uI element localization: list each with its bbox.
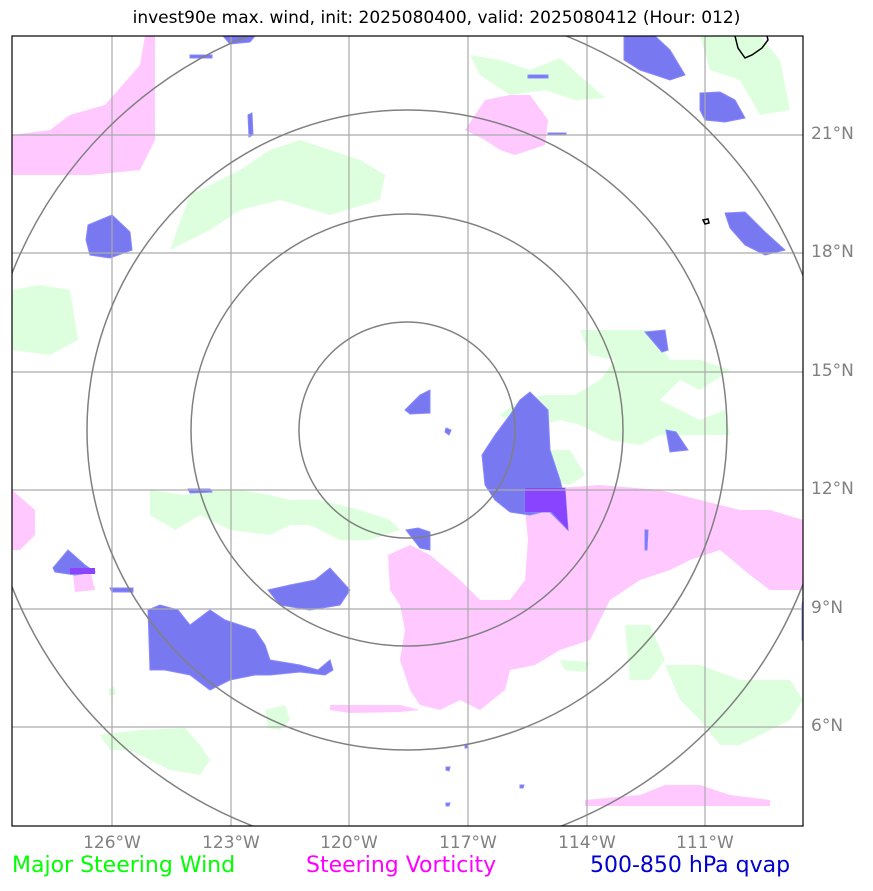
steering-vorticity-areas — [12, 36, 803, 806]
lon-label: 117°W — [439, 833, 497, 853]
lon-label: 114°W — [558, 833, 616, 853]
overlap-areas — [70, 488, 568, 574]
lat-label: 12°N — [811, 479, 854, 499]
lat-label: 15°N — [811, 361, 854, 381]
range-ring — [298, 321, 516, 539]
lon-label: 126°W — [83, 833, 141, 853]
lon-label: 111°W — [676, 833, 734, 853]
grid-lines — [12, 36, 803, 826]
legend-steering-vorticity: Steering Vorticity — [306, 853, 497, 878]
lon-label: 120°W — [320, 833, 378, 853]
range-rings — [12, 36, 803, 826]
map-frame — [11, 35, 804, 827]
lat-label: 18°N — [811, 242, 854, 262]
range-ring — [86, 109, 728, 751]
map-title: invest90e max. wind, init: 2025080400, v… — [132, 8, 741, 28]
legend-steering-wind: Major Steering Wind — [12, 853, 236, 878]
coastline — [701, 36, 769, 225]
legend-qvap: 500-850 hPa qvap — [590, 853, 791, 878]
range-ring — [190, 213, 624, 647]
lat-label: 9°N — [811, 598, 844, 618]
lat-label: 21°N — [811, 124, 854, 144]
lat-label: 6°N — [811, 716, 844, 736]
lon-label: 123°W — [202, 833, 260, 853]
